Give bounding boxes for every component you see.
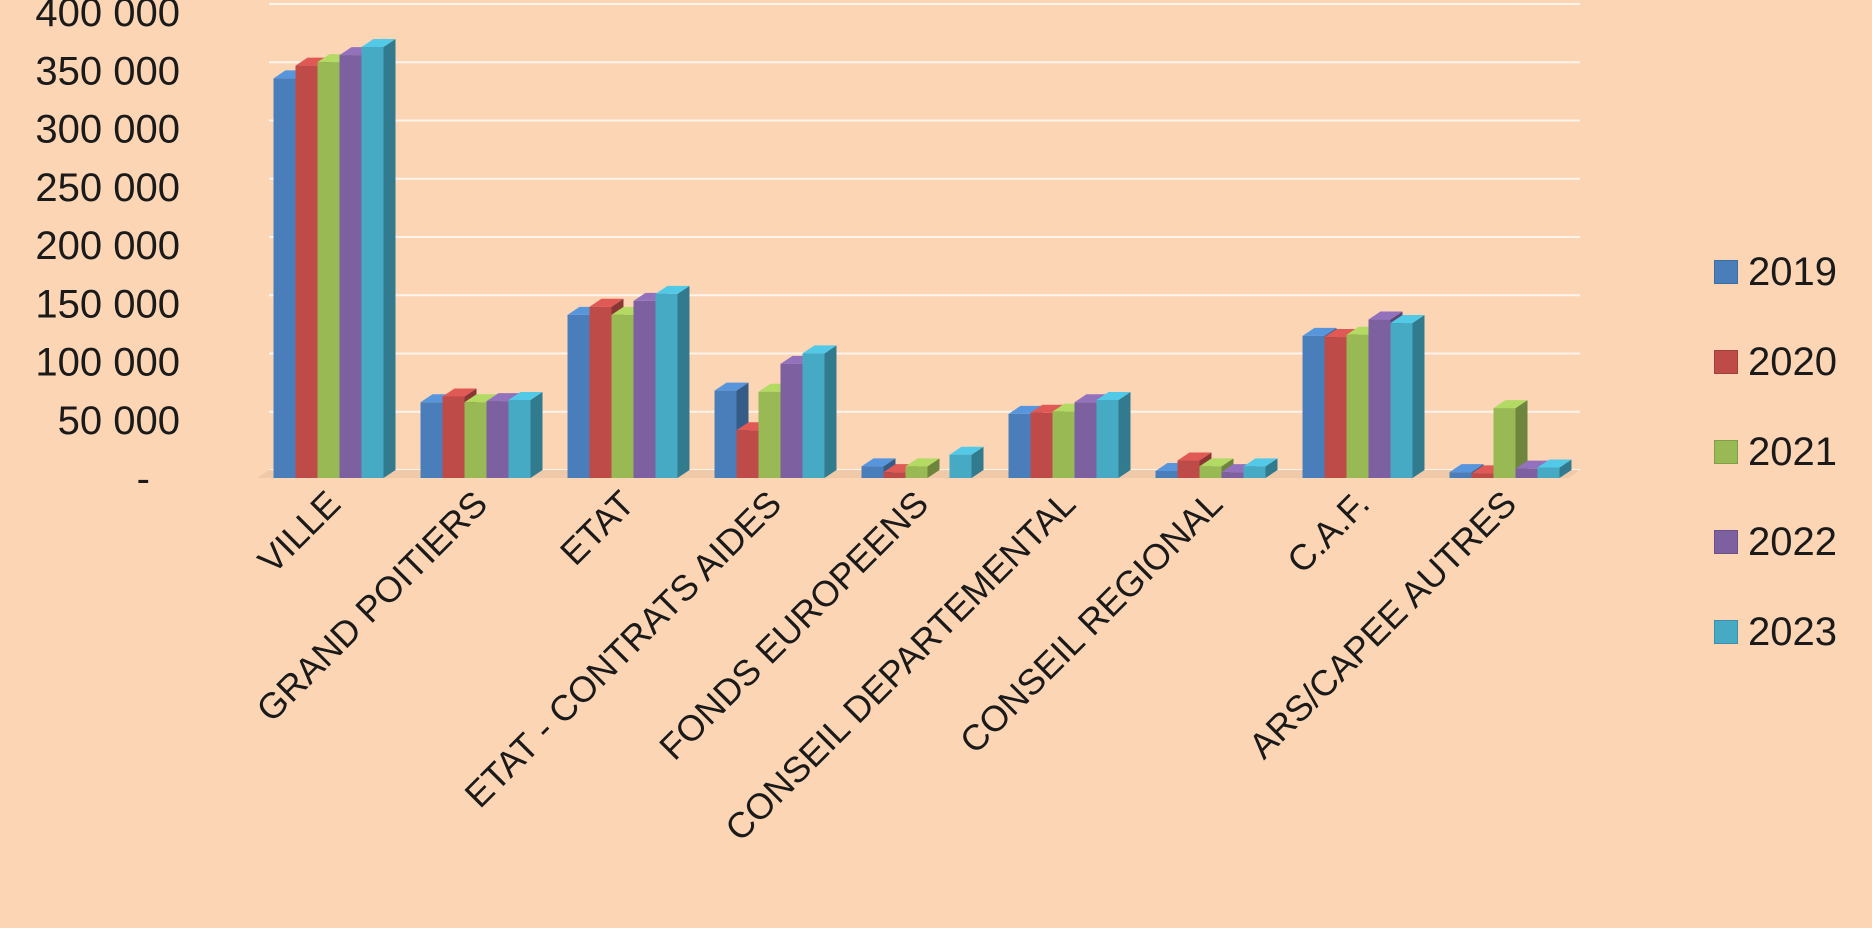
legend-label: 2021 — [1748, 429, 1837, 474]
legend-label: 2019 — [1748, 249, 1837, 294]
y-tick-label: 50 000 — [58, 399, 180, 443]
y-tick-label: 200 000 — [35, 224, 180, 268]
bar — [1390, 315, 1425, 478]
y-tick-label: - — [137, 457, 150, 501]
bar — [802, 345, 837, 478]
legend-swatch — [1714, 620, 1738, 644]
legend-item: 2021 — [1714, 428, 1864, 476]
x-tick-label: C.A.F. — [1279, 483, 1377, 581]
y-tick-label: 350 000 — [35, 49, 180, 93]
bar — [905, 458, 940, 478]
legend-swatch — [1714, 350, 1738, 374]
bar — [361, 38, 396, 478]
bar — [1493, 400, 1528, 478]
legend-label: 2020 — [1748, 339, 1837, 384]
bar — [949, 446, 984, 478]
y-tick-label: 400 000 — [35, 0, 180, 35]
bar — [1537, 459, 1572, 478]
x-tick-label: VILLE — [250, 483, 348, 581]
legend-label: 2023 — [1748, 609, 1837, 654]
y-tick-label: 250 000 — [35, 166, 180, 210]
y-tick-label: 300 000 — [35, 108, 180, 152]
y-tick-label: 100 000 — [35, 341, 180, 385]
y-tick-label: 150 000 — [35, 282, 180, 326]
x-tick-label: ETAT - CONTRATS AIDES — [457, 483, 790, 816]
legend-swatch — [1714, 260, 1738, 284]
x-tick-label: FONDS EUROPEENS — [651, 483, 936, 768]
bars — [273, 38, 1572, 479]
legend-item: 2019 — [1714, 248, 1864, 296]
legend-item: 2020 — [1714, 338, 1864, 386]
bar — [1243, 458, 1278, 478]
y-axis: - 50 000 100 000 150 000 200 000 250 000 300 0… — [35, 0, 180, 501]
legend-swatch — [1714, 440, 1738, 464]
bar — [655, 285, 690, 478]
bar — [1096, 391, 1131, 478]
x-tick-label: CONSEIL REGIONAL — [952, 483, 1230, 761]
legend-swatch — [1714, 530, 1738, 554]
bar — [508, 391, 543, 478]
legend-item: 2023 — [1714, 608, 1864, 656]
legend-item: 2022 — [1714, 518, 1864, 566]
x-tick-label: ARS/CAPEE AUTRES — [1241, 483, 1525, 767]
x-tick-label: ETAT — [552, 483, 642, 573]
legend-label: 2022 — [1748, 519, 1837, 564]
legend: 2019 2020 2021 2022 2023 — [1714, 248, 1864, 698]
